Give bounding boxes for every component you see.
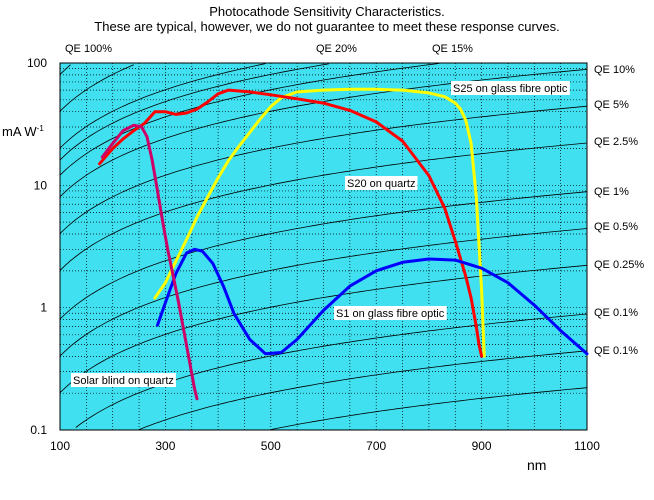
labels: 100 300 500 700 900 1100 0.1 1 10 100 QE 100% QE 20… (27, 43, 644, 453)
qe-label: QE 0.1% (594, 345, 638, 357)
y-axis-label-superscript: -1 (37, 124, 45, 133)
qe-line (59, 63, 440, 176)
grid (60, 63, 587, 430)
y-tick-label: 0.1 (30, 423, 47, 437)
qe-label: QE 100% (65, 43, 112, 55)
x-tick-label: 700 (366, 439, 386, 453)
qe-label: QE 0.1% (594, 307, 638, 319)
qe-line (59, 142, 588, 271)
qe-label: QE 20% (316, 43, 357, 55)
series-label-background (345, 176, 418, 190)
series-line (100, 123, 199, 401)
series-line (153, 87, 486, 358)
series-label-text: Solar blind on quartz (73, 375, 174, 387)
qe-label: QE 10% (594, 64, 635, 76)
series-label-background (451, 81, 570, 95)
qe-line (59, 63, 266, 149)
series-label: Solar blind on quartz (71, 373, 176, 387)
qe-line (59, 64, 134, 112)
x-tick-label: 300 (155, 439, 175, 453)
qe-line (59, 63, 329, 161)
y-tick-label: 10 (34, 178, 48, 192)
x-axis-label: nm (527, 457, 546, 473)
qe-line (59, 228, 588, 357)
x-tick-label: 900 (472, 439, 492, 453)
series-lines (98, 87, 589, 401)
y-tick-label: 1 (40, 301, 47, 315)
qe-label: QE 1% (594, 186, 629, 198)
chart-subtitle: These are typical, however, we do not gu… (94, 19, 559, 34)
series-label-background (334, 306, 447, 320)
qe-label: QE 0.5% (594, 221, 638, 233)
chart-title: Photocathode Sensitivity Characteristics… (209, 4, 445, 19)
x-tick-label: 1100 (574, 439, 600, 453)
qe-label: QE 0.25% (594, 259, 644, 271)
series-line (98, 88, 484, 358)
qe-label: QE 15% (432, 43, 473, 55)
qe-line (59, 64, 71, 75)
series-label-text: S20 on quartz (347, 178, 416, 190)
series-label: S20 on quartz (345, 176, 418, 190)
y-axis-label: mA W (2, 124, 37, 139)
qe-line (270, 387, 588, 430)
series-label-text: S25 on glass fibre optic (453, 83, 568, 95)
series-label: S1 on glass fibre optic (334, 306, 447, 320)
qe-label: QE 5% (594, 99, 629, 111)
x-tick-label: 100 (50, 439, 70, 453)
qe-line (59, 191, 588, 320)
qe-line (59, 105, 588, 234)
series-label-background (71, 373, 176, 387)
series-label-text: S1 on glass fibre optic (336, 308, 445, 320)
y-tick-label: 100 (27, 56, 47, 70)
svg-text:mA W-1: mA W-1 (2, 124, 44, 139)
y-axis-title: mA W-1 (2, 124, 44, 139)
x-tick-label: 500 (261, 439, 281, 453)
qe-line (59, 264, 588, 393)
series-line (156, 247, 589, 356)
qe-label: QE 2.5% (594, 136, 638, 148)
series-label: S25 on glass fibre optic (451, 81, 570, 95)
qe-line (138, 350, 588, 430)
